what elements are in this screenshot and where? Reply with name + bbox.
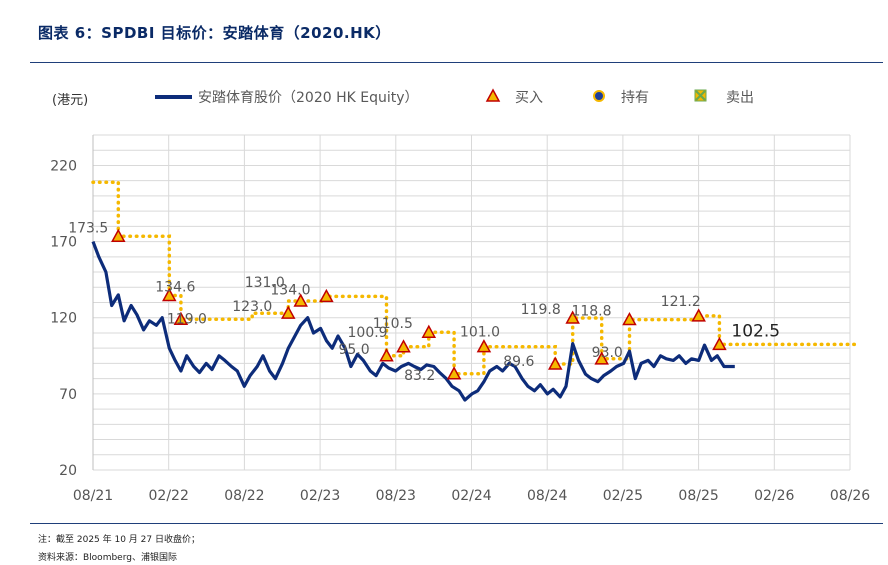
x-tick-label: 02/23: [300, 488, 340, 504]
buy-marker: [280, 305, 296, 319]
buy-marker: [712, 336, 727, 351]
target-price-label: 102.5: [731, 321, 780, 341]
target-price-label: 134.6: [155, 279, 195, 295]
x-tick-label: 08/24: [527, 488, 567, 504]
target-price-label: 101.0: [460, 325, 500, 341]
buy-marker: [421, 324, 437, 338]
target-price-label: 131.0: [245, 275, 285, 291]
x-tick-label: 08/23: [376, 488, 416, 504]
target-price-label: 118.8: [571, 304, 611, 320]
buy-marker: [396, 339, 411, 353]
legend-buy-label: 买入: [515, 90, 543, 106]
y-tick-label: 220: [50, 158, 77, 174]
target-price-label: 119.8: [521, 302, 561, 318]
target-price-label: 100.9: [348, 325, 388, 341]
buy-marker: [319, 288, 334, 303]
target-price-label: 89.6: [503, 354, 534, 370]
x-tick-label: 02/22: [149, 488, 189, 504]
buy-marker: [476, 339, 492, 353]
legend-buy-icon: [485, 88, 501, 102]
gridlines: [92, 134, 851, 471]
buy-marker: [691, 308, 706, 322]
y-axis-unit: (港元): [52, 93, 88, 108]
source-note: 资料来源：Bloomberg、浦银国际: [38, 553, 177, 563]
y-tick-label: 20: [59, 463, 77, 479]
target-price-label: 93.0: [592, 345, 623, 361]
x-tick-label: 08/22: [224, 488, 264, 504]
legend-hold-icon: [593, 90, 605, 102]
x-tick-label: 02/25: [603, 488, 643, 504]
price-target-chart: 20 70 120 170 220 08/21 02/22 08/22 02/23 08/23 02…: [50, 88, 870, 504]
x-tick-label: 08/26: [830, 488, 870, 504]
x-tick-label: 02/24: [451, 488, 491, 504]
legend-sell-label: 卖出: [726, 90, 754, 106]
buy-marker: [173, 311, 189, 325]
buy-marker: [293, 293, 308, 307]
target-price-label: 121.2: [661, 294, 701, 310]
target-labels: 173.5134.6119.0123.0131.0134.095.0100.91…: [68, 220, 780, 384]
legend: 安踏体育股价（2020 HK Equity） 买入 持有 卖出: [155, 88, 754, 106]
title-divider: [30, 62, 883, 63]
target-price-label: 134.0: [270, 282, 310, 298]
y-tick-label: 170: [50, 235, 77, 251]
footnote: 注：截至 2025 年 10 月 27 日收盘价；: [38, 535, 200, 545]
rating-markers: [111, 228, 727, 380]
buy-marker: [111, 228, 126, 243]
legend-sell-cross: [695, 90, 706, 101]
legend-price-label: 安踏体育股价（2020 HK Equity）: [198, 90, 419, 106]
x-tick-label: 08/25: [678, 488, 718, 504]
axes: 20 70 120 170 220 08/21 02/22 08/22 02/23 08/23 02…: [50, 93, 870, 504]
target-price-label: 110.5: [373, 316, 413, 332]
y-tick-label: 120: [50, 311, 77, 327]
buy-marker: [379, 348, 394, 362]
target-price-label: 95.0: [339, 342, 370, 358]
x-tick-label: 02/26: [754, 488, 794, 504]
target-price-label: 123.0: [232, 299, 272, 315]
footer-divider: [30, 523, 883, 524]
target-price-label: 83.2: [404, 368, 435, 384]
buy-marker: [565, 310, 580, 324]
target-price-label: 173.5: [68, 220, 108, 236]
x-tick-label: 08/21: [73, 488, 113, 504]
buy-marker: [547, 356, 563, 370]
y-tick-label: 70: [59, 387, 77, 403]
target-price-label: 119.0: [167, 311, 207, 327]
stock-price-line: [91, 241, 735, 402]
buy-marker: [446, 366, 462, 380]
buy-marker: [622, 311, 637, 326]
buy-marker: [594, 351, 609, 365]
buy-marker: [162, 287, 177, 302]
price-line: [91, 241, 735, 402]
figure-title: 图表 6：SPDBI 目标价：安踏体育（2020.HK）: [38, 24, 391, 42]
legend-hold-label: 持有: [621, 90, 649, 106]
